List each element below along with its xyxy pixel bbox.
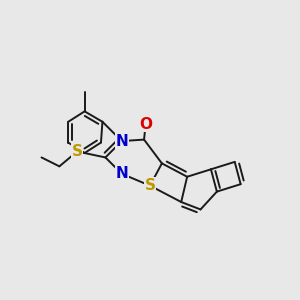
Text: N: N (116, 166, 128, 181)
Text: N: N (116, 134, 128, 148)
Text: O: O (139, 117, 152, 132)
Text: S: S (145, 178, 155, 193)
Text: S: S (72, 144, 83, 159)
